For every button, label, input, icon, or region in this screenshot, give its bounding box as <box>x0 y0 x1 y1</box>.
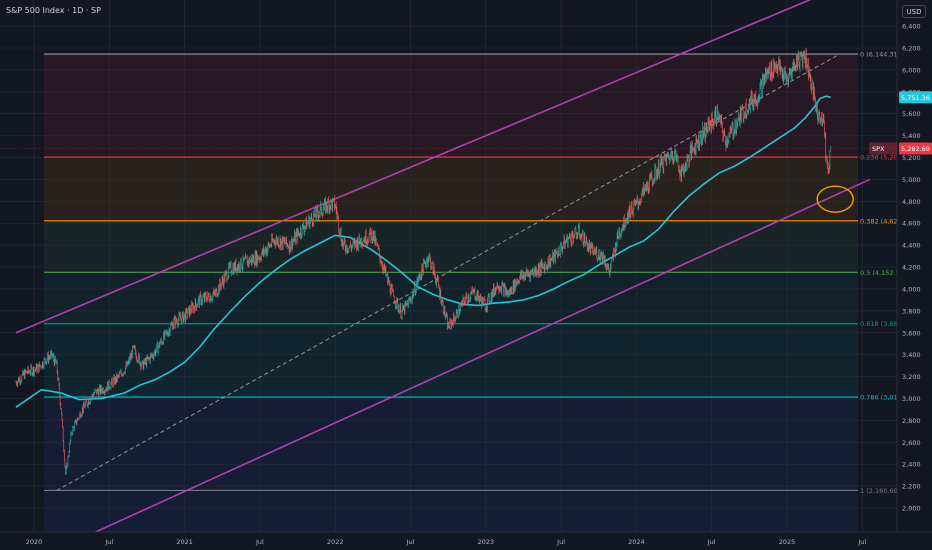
price-tick-label: 3,800 <box>902 307 921 315</box>
fib-zone <box>44 323 858 398</box>
price-tick-label: 5,400 <box>902 132 921 140</box>
time-tick-label: 2023 <box>478 538 495 546</box>
time-tick-label: Jul <box>857 538 866 546</box>
fib-label: 0.786 (3,013.18) <box>860 394 915 402</box>
price-tick-label: 2,800 <box>902 417 921 425</box>
time-axis-bg <box>0 532 932 550</box>
fib-label: 1 (2,160.69) <box>860 487 900 495</box>
fib-label: 0.382 (4,622.57) <box>860 217 915 225</box>
fib-zone <box>44 397 858 491</box>
fib-zone <box>44 272 858 324</box>
price-tick-label: 3,000 <box>902 395 921 403</box>
time-tick-label: Jul <box>707 538 716 546</box>
currency-button[interactable]: USD <box>902 5 926 18</box>
fib-zone <box>44 490 858 532</box>
ma-value-tag <box>899 91 932 104</box>
fib-label: 0 (6,144.31) <box>860 51 900 59</box>
chart-title: S&P 500 Index · 1D · SP <box>6 6 101 15</box>
price-tick-label: 5,600 <box>902 110 921 118</box>
highlight-circle <box>816 185 854 213</box>
time-tick-label: Jul <box>556 538 565 546</box>
time-tick-label: 2020 <box>26 538 43 546</box>
price-tick-label: 4,000 <box>902 285 921 293</box>
grid-lines <box>0 0 897 532</box>
fib-label: 0.5 (4,152.50) <box>860 269 906 277</box>
time-tick-label: 2022 <box>327 538 344 546</box>
price-tick-label: 4,600 <box>902 220 921 228</box>
price-tick-label: 2,200 <box>902 483 921 491</box>
ticker-label: SPX <box>872 145 885 153</box>
channel-upper-line <box>15 0 812 334</box>
ticker-tag <box>869 142 897 155</box>
fib-label: 0.236 (5,204.19) <box>860 154 915 162</box>
price-tick-label: 4,200 <box>902 264 921 272</box>
price-tick-label: 4,800 <box>902 198 921 206</box>
last-price-label: 5,282.69 <box>901 145 930 153</box>
fib-zone <box>44 220 858 273</box>
time-tick-label: 2024 <box>628 538 645 546</box>
trend-dashed-line <box>56 53 840 491</box>
time-tick-label: Jul <box>255 538 264 546</box>
price-series <box>15 47 831 476</box>
price-tick-label: 5,200 <box>902 154 921 162</box>
channel-lower-line <box>54 178 871 550</box>
price-tick-label: 3,400 <box>902 351 921 359</box>
time-tick-label: 2021 <box>176 538 193 546</box>
price-tick-label: 6,400 <box>902 23 921 31</box>
regression-channel <box>15 0 871 550</box>
price-axis: 2,000 2,200 2,400 2,600 2,800 3,000 3,200 3,400… <box>869 0 932 550</box>
moving-average <box>15 95 831 408</box>
price-tick-label: 5,000 <box>902 176 921 184</box>
price-tick-label: 4,400 <box>902 242 921 250</box>
annotations <box>0 148 897 213</box>
fib-zone <box>44 157 858 221</box>
time-tick-label: Jul <box>104 538 113 546</box>
price-tick-label: 3,600 <box>902 329 921 337</box>
last-price-tag <box>899 142 932 155</box>
price-tick-label: 6,000 <box>902 66 921 74</box>
price-tick-label: 2,400 <box>902 461 921 469</box>
price-tick-label: 2,000 <box>902 505 921 513</box>
ma-value-label: 5,751.36 <box>901 94 930 102</box>
fib-lines: 0 (6,144.31) 0.236 (5,204.19) 0.382 (4,622… <box>44 51 915 495</box>
ma-line <box>15 95 831 408</box>
time-tick-label: Jul <box>406 538 415 546</box>
time-tick-label: 2025 <box>779 538 796 546</box>
price-tick-label: 6,200 <box>902 45 921 53</box>
fib-label: 0.618 (3,682.43) <box>860 320 915 328</box>
fib-zones <box>44 54 858 532</box>
price-tick-label: 2,600 <box>902 439 921 447</box>
time-axis: 2020 Jul 2021 Jul 2022 Jul 2023 Jul 2024 Jul 2025 J… <box>0 531 932 550</box>
price-tick-label: 3,200 <box>902 373 921 381</box>
fib-zone <box>44 54 858 158</box>
